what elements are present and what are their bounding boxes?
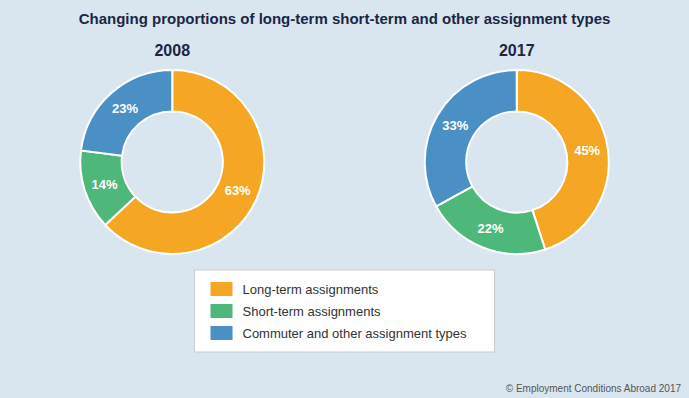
- legend-label: Long-term assignments: [243, 282, 379, 297]
- donut: 2008: [80, 42, 264, 254]
- data-label: 22%: [477, 221, 503, 236]
- data-labels: 63% 14% 23%: [91, 101, 251, 198]
- legend-swatch: [211, 326, 233, 340]
- data-label: 14%: [91, 177, 117, 192]
- chart: Changing proportions of long-term short-…: [0, 0, 689, 398]
- donut-slice: [425, 70, 517, 206]
- data-label: 33%: [442, 118, 468, 133]
- donut-slice: [81, 70, 172, 156]
- background: [0, 0, 689, 398]
- donut-label: 2008: [154, 42, 190, 59]
- legend: Long-term assignments Short-term assignme…: [195, 270, 495, 352]
- data-label: 63%: [225, 183, 251, 198]
- legend-label: Short-term assignments: [243, 304, 381, 319]
- data-label: 45%: [574, 143, 600, 158]
- data-labels: 45% 22% 33%: [442, 118, 600, 236]
- donut-slice: [80, 150, 135, 225]
- legend-swatch: [211, 304, 233, 318]
- legend-label: Commuter and other assignment types: [243, 326, 467, 341]
- title: Changing proportions of long-term short-…: [79, 10, 611, 27]
- chart-container: Changing proportions of long-term short-…: [0, 0, 689, 398]
- legend-swatch: [211, 282, 233, 296]
- legend-box: [195, 270, 495, 352]
- data-label: 23%: [112, 101, 138, 116]
- donut: 2017: [425, 42, 609, 254]
- annotation: © Employment Conditions Abroad 2017: [506, 383, 682, 394]
- donut-label: 2017: [499, 42, 535, 59]
